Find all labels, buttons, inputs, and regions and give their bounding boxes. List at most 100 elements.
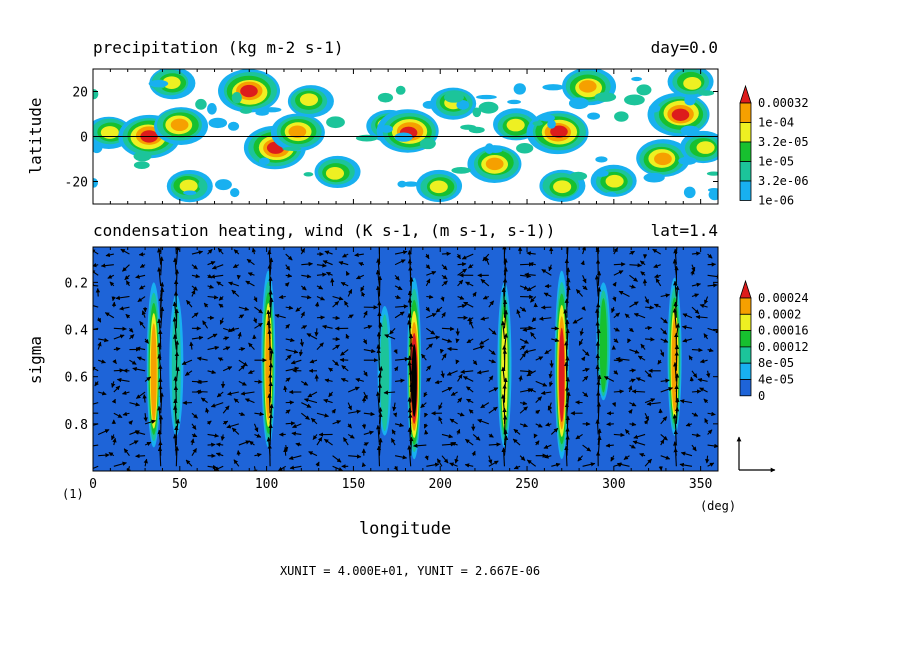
- precip-patch: [93, 89, 99, 100]
- wind-arrow: [520, 325, 533, 331]
- precip-contour: [696, 141, 715, 154]
- wind-arrow: [332, 300, 340, 308]
- wind-arrow: [172, 433, 178, 456]
- wind-arrow: [94, 381, 99, 387]
- wind-arrow: [202, 320, 209, 329]
- precip-contour: [578, 80, 597, 93]
- wind-arrow: [488, 433, 494, 438]
- wind-arrow: [394, 285, 403, 291]
- precip-patch: [230, 188, 240, 198]
- wind-arrow: [316, 436, 323, 446]
- wind-arrow: [461, 253, 474, 260]
- precip-colorbar-label: 3.2e-06: [758, 174, 809, 188]
- wind-arrow: [196, 389, 208, 394]
- wind-arrow: [441, 353, 447, 361]
- wind-arrow: [284, 282, 290, 287]
- wind-arrow: [205, 407, 210, 414]
- wind-arrow: [629, 368, 637, 373]
- wind-arrow: [565, 328, 570, 350]
- wind-arrow: [233, 398, 240, 404]
- heating-colorbar-label: 0.00024: [758, 291, 809, 305]
- precip-patch: [215, 179, 232, 191]
- wind-arrow: [233, 249, 240, 255]
- wind-arrow: [217, 357, 224, 362]
- wind-arrow: [283, 447, 288, 456]
- wind-arrow: [231, 289, 240, 297]
- wind-arrow: [657, 359, 662, 365]
- wind-arrow: [316, 315, 325, 320]
- wind-arrow: [238, 347, 246, 352]
- wind-arrow: [393, 465, 398, 471]
- wind-arrow: [615, 356, 630, 362]
- precip-colorbar-label: 1e-06: [758, 194, 794, 208]
- wind-arrow: [128, 420, 133, 426]
- wind-arrow: [348, 454, 362, 459]
- wind-arrow: [285, 305, 294, 310]
- precip-blob: [467, 145, 522, 183]
- wind-arrow: [394, 455, 408, 460]
- wind-arrow: [540, 390, 552, 396]
- wind-arrow: [468, 409, 474, 414]
- wind-arrow: [631, 389, 646, 394]
- wind-arrow: [425, 377, 432, 383]
- wind-arrow: [441, 387, 453, 393]
- wind-arrow: [138, 252, 146, 257]
- wind-arrow: [513, 465, 521, 470]
- wind-arrow: [238, 440, 251, 446]
- wind-arrow: [191, 289, 196, 297]
- wind-arrow: [455, 359, 460, 365]
- wind-arrow: [512, 438, 521, 446]
- wind-arrow: [222, 366, 233, 372]
- precip-ylabel: latitude: [26, 97, 45, 174]
- wind-arrow: [253, 466, 258, 471]
- wind-arrow: [363, 430, 374, 435]
- wind-arrow: [455, 338, 460, 344]
- heating-colorbar-swatch: [739, 379, 752, 397]
- wind-arrow: [295, 306, 302, 312]
- wind-arrow: [207, 333, 218, 340]
- wind-arrow: [174, 351, 180, 371]
- wind-arrow: [707, 283, 718, 288]
- wind-arrow: [640, 343, 646, 350]
- wind-arrow: [361, 462, 367, 468]
- wind-arrow: [519, 345, 526, 351]
- wind-arrow: [535, 423, 543, 428]
- precip-patch: [542, 84, 564, 91]
- wind-arrow: [134, 430, 146, 435]
- wind-arrow: [331, 408, 336, 414]
- precip-contour: [299, 93, 319, 106]
- wind-arrow: [679, 399, 693, 404]
- precip-patch: [569, 171, 588, 181]
- wind-arrow: [533, 433, 538, 439]
- wind-arrow: [480, 316, 489, 321]
- precip-colorbar-swatch: [739, 141, 752, 162]
- wind-arrow: [218, 296, 224, 301]
- wind-arrow: [345, 271, 351, 276]
- wind-arrow: [355, 377, 364, 383]
- precip-patch: [680, 125, 700, 136]
- wind-arrow: [347, 423, 352, 429]
- precip-patch: [648, 104, 661, 113]
- wind-arrow: [682, 313, 693, 319]
- wind-arrow: [682, 338, 693, 343]
- wind-arrow: [629, 349, 640, 354]
- wind-arrow: [519, 406, 528, 414]
- wind-arrow: [551, 337, 560, 343]
- wind-arrow: [111, 398, 116, 404]
- wind-arrow: [254, 306, 263, 314]
- precip-contour: [654, 152, 672, 166]
- wind-arrow: [688, 355, 694, 361]
- wind-arrow: [129, 334, 135, 340]
- wind-arrow: [122, 264, 130, 272]
- wind-arrow: [245, 280, 255, 287]
- wind-arrow: [685, 422, 693, 427]
- wind-arrow: [425, 343, 433, 350]
- wind-arrow: [93, 366, 99, 372]
- wind-arrow: [363, 324, 373, 330]
- wind-arrow: [139, 285, 146, 290]
- wind-arrow: [629, 378, 636, 383]
- wind-arrow: [425, 278, 431, 287]
- wind-arrow: [111, 381, 116, 388]
- wind-arrow: [312, 434, 318, 440]
- wind-arrow: [308, 451, 318, 457]
